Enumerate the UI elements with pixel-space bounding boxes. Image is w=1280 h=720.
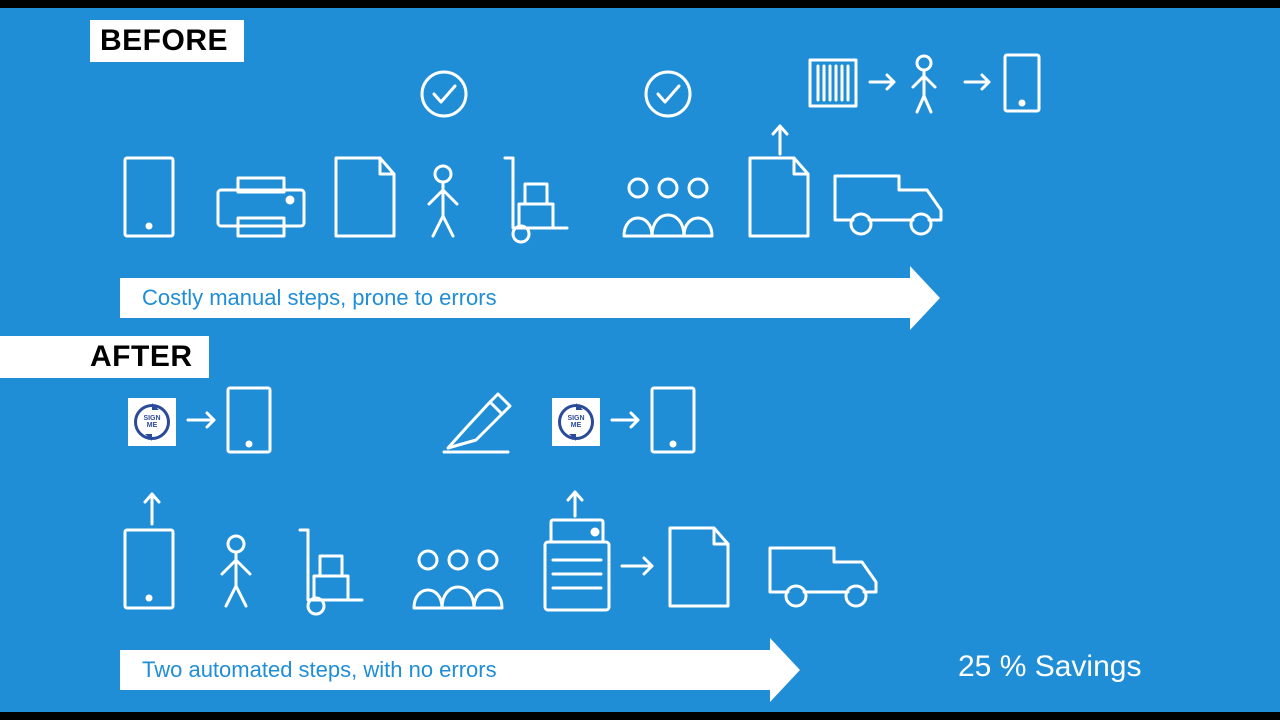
tablet-icon <box>652 388 694 452</box>
arrow-right-icon <box>612 413 638 427</box>
team-icon <box>414 551 502 608</box>
copier-icon <box>545 520 609 610</box>
after-arrow-text: Two automated steps, with no errors <box>142 657 497 683</box>
person-icon <box>222 536 250 606</box>
pen-icon <box>444 394 510 452</box>
tablet-icon <box>125 530 173 608</box>
branch-arrow-up <box>145 494 159 524</box>
savings-text: 25 % Savings <box>958 650 1141 684</box>
signme-icon: SIGNME <box>128 398 176 446</box>
after-diagram <box>0 0 1280 720</box>
handtruck-icon <box>300 530 362 614</box>
document-icon <box>670 528 728 606</box>
after-arrow-band: Two automated steps, with no errors <box>120 650 770 690</box>
truck-icon <box>770 548 876 606</box>
signme-icon: SIGNME <box>552 398 600 446</box>
arrow-right-icon <box>622 558 652 574</box>
branch-arrow-up <box>568 492 582 516</box>
arrow-right-icon <box>188 413 214 427</box>
tablet-icon <box>228 388 270 452</box>
